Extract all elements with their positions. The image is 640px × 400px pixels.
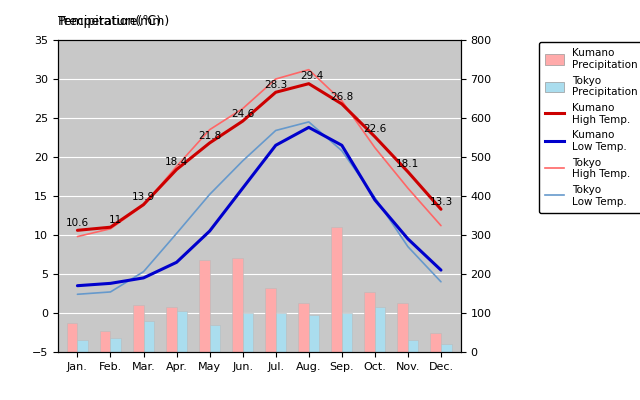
Bar (408, 340, 419, 352)
Bar (342, 313, 353, 352)
Bar (210, 325, 220, 352)
Bar (143, 321, 154, 352)
Bar (364, 292, 375, 352)
Bar (111, 338, 121, 352)
Text: 18.4: 18.4 (165, 157, 188, 167)
Text: Temperature(℃): Temperature(℃) (58, 14, 161, 28)
Bar (243, 313, 253, 352)
Bar (308, 315, 319, 352)
Text: 10.6: 10.6 (66, 218, 89, 228)
Bar (265, 288, 276, 352)
Text: 11: 11 (109, 215, 122, 225)
Text: 29.4: 29.4 (300, 71, 324, 81)
Bar (298, 303, 308, 352)
Bar (199, 260, 210, 352)
Text: 13.3: 13.3 (429, 197, 452, 207)
Text: 21.8: 21.8 (198, 131, 221, 141)
Bar (77, 340, 88, 352)
Bar (375, 307, 385, 352)
Bar (441, 344, 452, 352)
Text: 18.1: 18.1 (396, 160, 420, 170)
Legend: Kumano
Precipitation, Tokyo
Precipitation, Kumano
High Temp., Kumano
Low Temp., : Kumano Precipitation, Tokyo Precipitatio… (539, 42, 640, 213)
Bar (332, 227, 342, 352)
Text: 22.6: 22.6 (364, 124, 387, 134)
Bar (232, 258, 243, 352)
Bar (177, 311, 187, 352)
Text: 26.8: 26.8 (330, 92, 353, 102)
Bar (67, 323, 77, 352)
Bar (397, 303, 408, 352)
Bar (133, 305, 143, 352)
Bar (276, 313, 286, 352)
Bar (430, 332, 441, 352)
Text: 28.3: 28.3 (264, 80, 287, 90)
Text: 24.6: 24.6 (231, 109, 254, 119)
Bar (100, 330, 111, 352)
Bar (166, 307, 177, 352)
Text: 13.9: 13.9 (132, 192, 155, 202)
Text: Precipitation(mm): Precipitation(mm) (58, 14, 170, 28)
